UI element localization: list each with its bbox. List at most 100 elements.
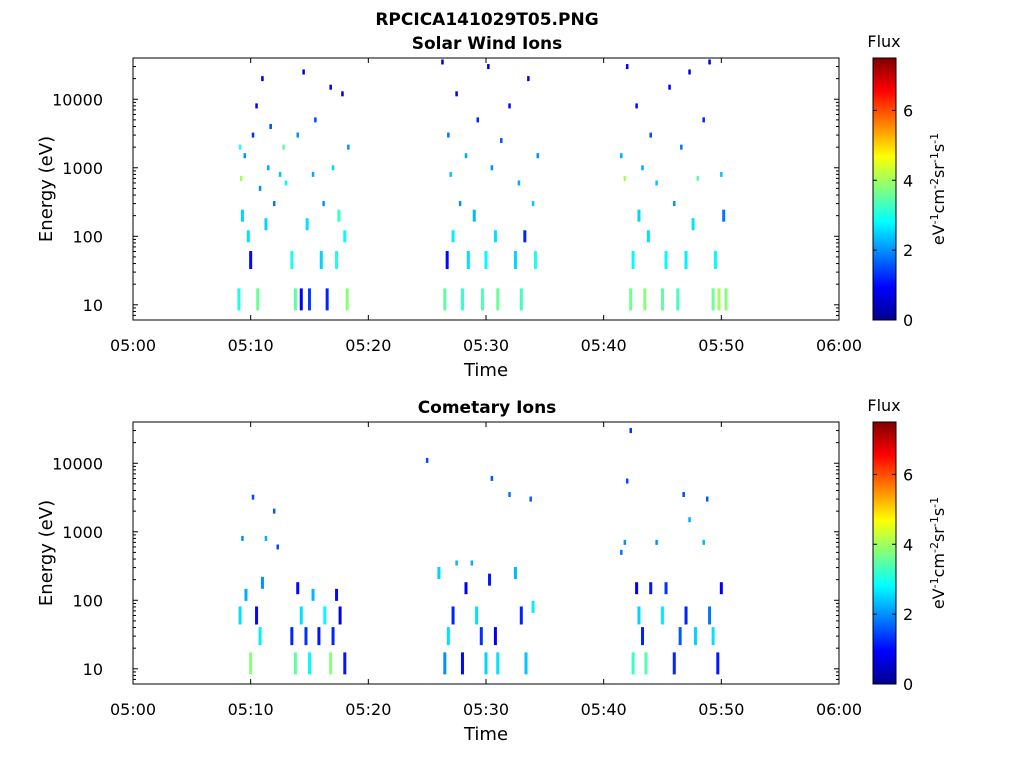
spectrogram-cell bbox=[341, 91, 344, 97]
x-tick-label: 05:30 bbox=[463, 336, 509, 355]
spectrogram-cell bbox=[447, 132, 450, 138]
spectrogram-cell bbox=[470, 560, 474, 566]
y-tick-label: 100 bbox=[72, 227, 103, 246]
x-axis: 05:00 05:10 05:20 05:30 05:40 05:50 06:00 bbox=[110, 58, 862, 355]
y-tick-label: 10000 bbox=[52, 90, 103, 109]
spectrogram-cell bbox=[325, 288, 329, 311]
spectrogram-cell bbox=[343, 652, 347, 675]
spectrogram-cell bbox=[623, 175, 627, 181]
spectrogram-cell bbox=[500, 138, 503, 144]
spectrogram-cell bbox=[717, 288, 721, 311]
spectrogram-cell bbox=[238, 606, 242, 625]
colorbar-tick-label: 0 bbox=[903, 311, 913, 330]
spectrogram-cell bbox=[308, 652, 311, 675]
spectrogram-cell bbox=[308, 288, 311, 311]
spectrogram-cell bbox=[249, 652, 253, 675]
x-tick-label: 05:50 bbox=[698, 700, 744, 719]
spectrogram-cell bbox=[445, 251, 449, 270]
colorbar-gradient bbox=[872, 57, 897, 321]
spectrogram-cell bbox=[284, 180, 288, 186]
spectrogram-cell bbox=[635, 582, 639, 595]
spectrogram-cell bbox=[446, 627, 450, 646]
spectrogram-cell bbox=[319, 251, 323, 270]
spectrogram-cell bbox=[641, 165, 644, 171]
spectrogram-cell bbox=[519, 606, 523, 625]
spectrogram-cell bbox=[519, 288, 523, 311]
spectrogram-cell bbox=[437, 567, 441, 580]
spectrogram-cell bbox=[243, 153, 247, 159]
spectrogram-cell bbox=[688, 517, 691, 523]
x-tick-label: 05:20 bbox=[345, 700, 391, 719]
spectrogram-cell bbox=[246, 230, 250, 243]
spectrogram-cell bbox=[693, 627, 697, 646]
spectrogram-cell bbox=[296, 132, 299, 138]
spectrogram-cell bbox=[269, 124, 272, 130]
spectrogram-cell bbox=[335, 588, 339, 601]
spectrogram-cell bbox=[460, 288, 464, 311]
spectrogram-cell bbox=[329, 84, 332, 90]
spectrogram-cell bbox=[272, 508, 276, 514]
spectrogram-cell bbox=[513, 567, 517, 580]
spectrogram-cell bbox=[676, 288, 680, 311]
spectrogram-marks bbox=[238, 428, 723, 675]
spectrogram-cell bbox=[678, 627, 682, 646]
spectrogram-cell bbox=[244, 588, 248, 601]
spectrogram-cell bbox=[696, 175, 700, 181]
spectrogram-cell bbox=[311, 171, 315, 177]
spectrogram-cell bbox=[529, 496, 532, 502]
spectrogram-cell bbox=[276, 544, 279, 550]
spectrogram-cell bbox=[299, 288, 303, 311]
spectrogram-cell bbox=[317, 627, 321, 646]
spectrogram-cell bbox=[335, 251, 339, 270]
spectrogram-cell bbox=[488, 573, 492, 586]
spectrogram-cell bbox=[240, 175, 243, 181]
spectrogram-cell bbox=[684, 606, 688, 625]
spectrogram-cell bbox=[629, 288, 633, 311]
spectrogram-cell bbox=[496, 652, 500, 675]
spectrogram-cell bbox=[464, 153, 468, 159]
spectrogram-cell bbox=[293, 288, 297, 311]
colorbar-tick-label: 4 bbox=[903, 535, 913, 554]
colorbar-unit-label: eV-1cm-2sr-1s-1 bbox=[928, 497, 948, 609]
x-tick-label: 05:50 bbox=[698, 336, 744, 355]
spectrogram-cell bbox=[640, 627, 644, 646]
spectrogram-cell bbox=[484, 251, 488, 270]
spectrogram-cell bbox=[256, 288, 260, 311]
spectrogram-cell bbox=[637, 209, 641, 222]
spectrogram-cell bbox=[631, 251, 635, 270]
spectrogram-cell bbox=[314, 117, 317, 123]
x-tick-label: 05:10 bbox=[228, 336, 274, 355]
plot-area bbox=[132, 57, 840, 321]
spectrogram-cell bbox=[338, 606, 342, 625]
spectrogram-cell bbox=[331, 627, 335, 646]
x-tick-label: 05:00 bbox=[110, 336, 156, 355]
spectrogram-cell bbox=[282, 144, 285, 150]
colorbar-gradient bbox=[872, 421, 897, 685]
spectrogram-cell bbox=[443, 288, 447, 311]
spectrogram-cell bbox=[293, 652, 297, 675]
spectrogram-cell bbox=[682, 491, 685, 497]
spectrogram-cell bbox=[278, 171, 282, 177]
spectrogram-cell bbox=[719, 582, 723, 595]
spectrogram-cell bbox=[264, 535, 268, 541]
spectrogram-cell bbox=[487, 64, 490, 70]
spectrogram-cell bbox=[255, 606, 259, 625]
colorbar-tick-label: 4 bbox=[903, 171, 913, 190]
colorbar-tick-label: 2 bbox=[903, 605, 913, 624]
spectrogram-cell bbox=[702, 117, 705, 123]
spectrogram-cell bbox=[241, 535, 244, 541]
spectrogram-cell bbox=[631, 652, 635, 675]
spectrogram-cell bbox=[705, 496, 709, 502]
spectrogram-cell bbox=[629, 428, 632, 434]
spectrogram-cell bbox=[311, 588, 315, 601]
y-axis: 10 100 1000 10000 bbox=[52, 57, 839, 321]
spectrogram-cell bbox=[493, 627, 497, 646]
spectrogram-cell bbox=[722, 209, 726, 222]
spectrogram-cell bbox=[724, 288, 728, 311]
colorbar-tick-label: 6 bbox=[903, 101, 913, 120]
spectrogram-cell bbox=[720, 171, 723, 177]
x-tick-label: 06:00 bbox=[816, 700, 862, 719]
spectrogram-cell bbox=[661, 288, 664, 311]
spectrogram-cell bbox=[490, 475, 494, 481]
spectrogram-cell bbox=[451, 606, 455, 625]
